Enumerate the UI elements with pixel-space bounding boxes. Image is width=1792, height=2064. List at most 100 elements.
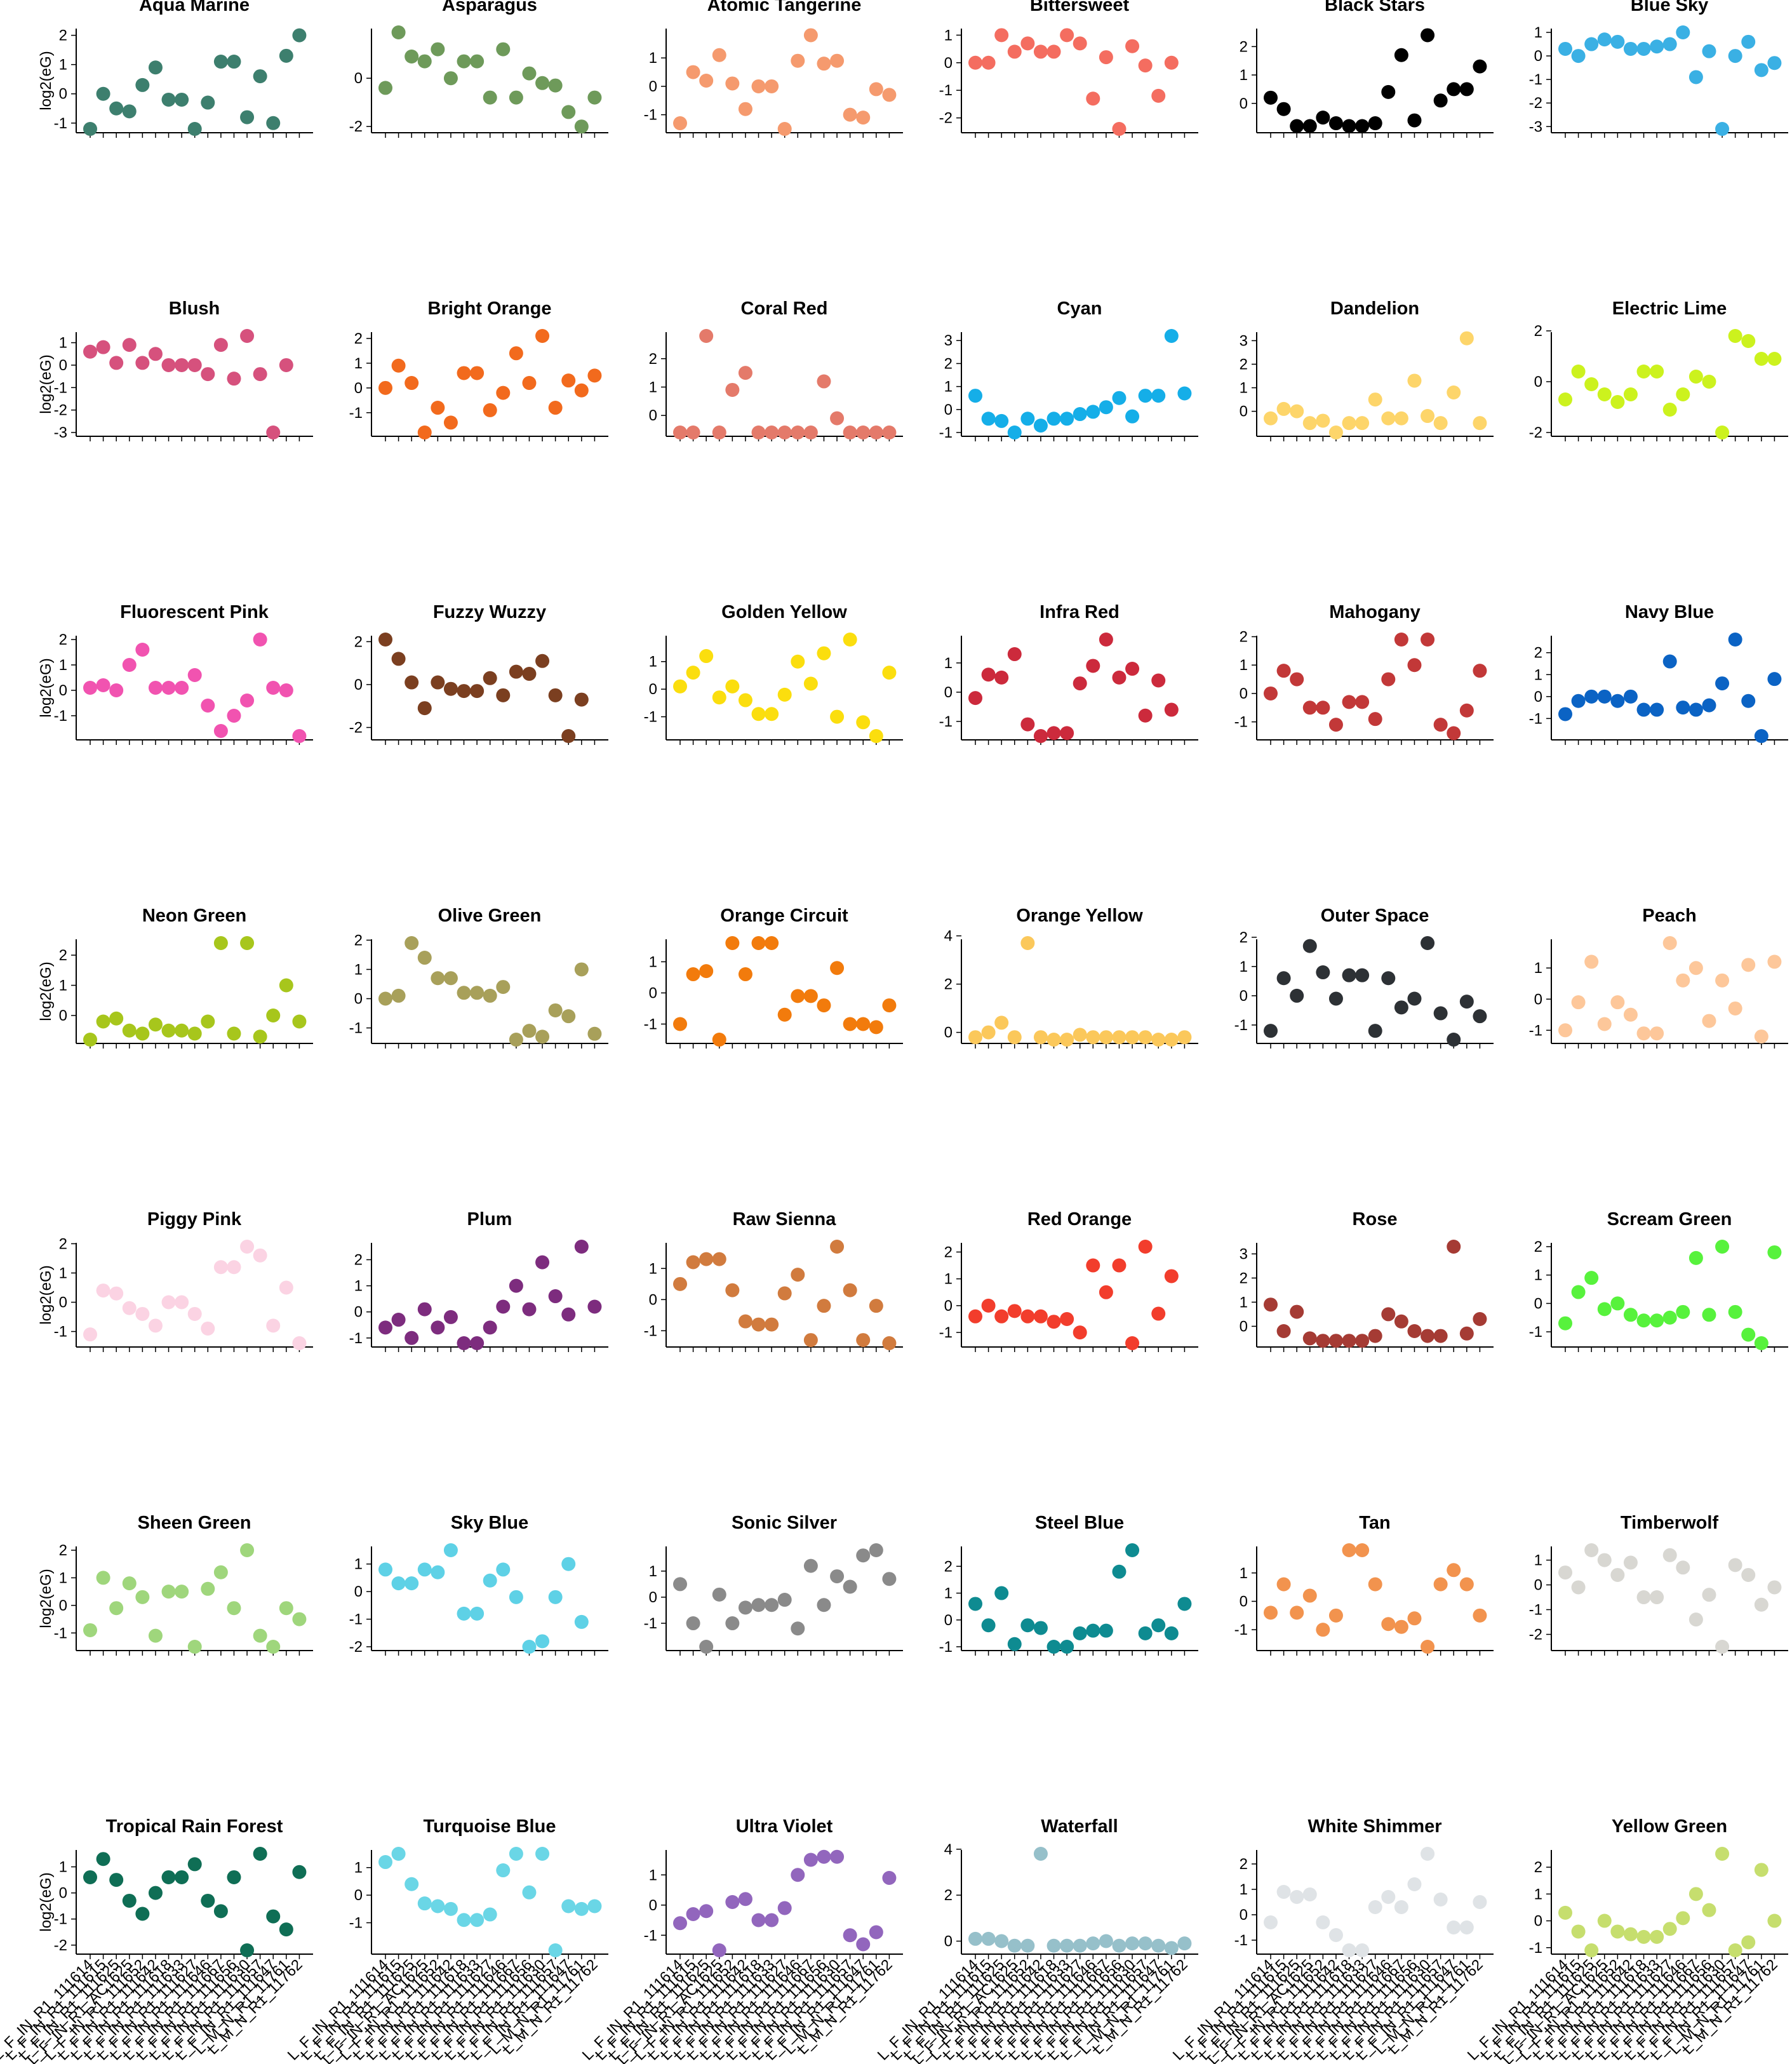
data-point	[1086, 1258, 1100, 1273]
data-point	[1264, 411, 1278, 426]
panel-title: Sky Blue	[451, 1513, 529, 1533]
panel-title: Aqua Marine	[139, 0, 250, 15]
data-point	[561, 729, 576, 743]
data-point	[1316, 965, 1330, 980]
y-tick-label: -1	[644, 1927, 657, 1944]
data-point	[1584, 1271, 1599, 1285]
y-tick-label: 2	[354, 330, 363, 347]
data-point	[1125, 409, 1140, 424]
data-point	[240, 1543, 255, 1557]
y-tick-label: 2	[1534, 1859, 1542, 1876]
data-point	[1112, 1938, 1127, 1953]
data-point	[535, 1847, 550, 1861]
y-tick-label: 1	[944, 1271, 953, 1288]
panel-mahogany: Mahogany -1 0 1 2	[1234, 602, 1494, 745]
y-tick-label: -1	[1234, 1017, 1248, 1034]
data-point	[1558, 1023, 1572, 1038]
data-point	[1702, 1903, 1716, 1917]
y-tick-label: 0	[1534, 1295, 1542, 1312]
y-tick-label: 2	[354, 932, 363, 949]
data-point	[443, 971, 458, 986]
data-point	[574, 962, 589, 977]
y-tick-label: -1	[644, 709, 657, 726]
data-point	[175, 92, 189, 107]
data-point	[378, 1320, 392, 1335]
y-tick-label: 0	[354, 1583, 363, 1600]
data-point	[431, 971, 445, 986]
data-point	[738, 102, 752, 116]
panel-peach: Peach -1 0 1	[1529, 906, 1788, 1049]
data-point	[548, 78, 563, 93]
y-axis-label: log2(eG)	[37, 658, 55, 717]
data-point	[1636, 41, 1651, 56]
panel-asparagus: Asparagus -2 0	[349, 0, 608, 138]
data-point	[483, 90, 497, 105]
data-point	[1702, 1588, 1716, 1602]
data-point	[1741, 958, 1756, 972]
data-point	[1584, 37, 1599, 51]
data-point	[1033, 1847, 1048, 1861]
panel-title: White Shimmer	[1307, 1816, 1441, 1837]
data-point	[968, 691, 982, 706]
y-tick-label: 2	[1240, 929, 1248, 946]
data-point	[1316, 1334, 1330, 1348]
data-point	[1290, 1304, 1304, 1319]
data-point	[803, 1853, 818, 1867]
data-point	[1020, 1309, 1035, 1324]
data-point	[1125, 1030, 1140, 1045]
data-point	[1767, 56, 1782, 70]
panel-title: Sonic Silver	[732, 1513, 837, 1533]
data-point	[1046, 1315, 1061, 1329]
data-point	[135, 77, 150, 92]
data-point	[122, 338, 137, 352]
data-point	[1381, 1617, 1396, 1632]
data-point	[1112, 670, 1127, 685]
data-point	[791, 1868, 805, 1882]
panel-cyan: Cyan -1 0 1 2 3	[939, 298, 1198, 441]
data-point	[1584, 1543, 1599, 1557]
data-point	[175, 681, 189, 695]
y-tick-label: 1	[649, 1260, 657, 1277]
y-tick-label: 0	[944, 1933, 953, 1950]
data-point	[1007, 1030, 1022, 1045]
data-point	[1754, 1029, 1769, 1044]
y-tick-label: 1	[59, 335, 67, 352]
data-point	[1558, 392, 1572, 406]
data-point	[1033, 419, 1048, 433]
data-point	[1125, 1543, 1140, 1557]
panel-title: Coral Red	[741, 298, 828, 319]
data-point	[1151, 1618, 1166, 1633]
data-point	[1099, 50, 1113, 65]
y-tick-label: -2	[1529, 424, 1542, 441]
data-point	[1342, 1543, 1356, 1557]
data-point	[378, 1562, 392, 1577]
y-tick-label: 0	[59, 1294, 67, 1311]
panel-plum: Plum -1 0 1 2	[349, 1209, 608, 1352]
data-point	[417, 54, 432, 69]
data-point	[1125, 39, 1140, 53]
data-point	[1073, 1325, 1087, 1340]
data-point	[712, 1252, 726, 1266]
data-point	[561, 1557, 576, 1571]
data-point	[1636, 365, 1651, 379]
data-point	[830, 961, 845, 975]
data-point	[1381, 411, 1396, 426]
data-point	[1728, 49, 1742, 64]
y-tick-label: 0	[944, 401, 953, 419]
data-point	[574, 692, 589, 707]
data-point	[1164, 1033, 1179, 1047]
data-point	[1177, 386, 1192, 401]
data-point	[240, 1240, 255, 1254]
y-tick-label: -1	[1234, 1621, 1248, 1638]
panel-orange-circuit: Orange Circuit -1 0 1	[644, 906, 903, 1049]
data-point	[1302, 119, 1317, 133]
panel-white-shimmer: White Shimmer-1012L_F_IN_R1_111614L_F_IN…	[1170, 1816, 1494, 2064]
data-point	[496, 1562, 511, 1577]
panel-title: Blush	[169, 298, 220, 319]
data-point	[1046, 412, 1061, 426]
panel-title: Bright Orange	[428, 298, 552, 319]
y-tick-label: -2	[1529, 95, 1542, 112]
y-tick-label: -1	[349, 1330, 363, 1347]
data-point	[1328, 1334, 1343, 1348]
data-point	[1020, 1618, 1035, 1633]
